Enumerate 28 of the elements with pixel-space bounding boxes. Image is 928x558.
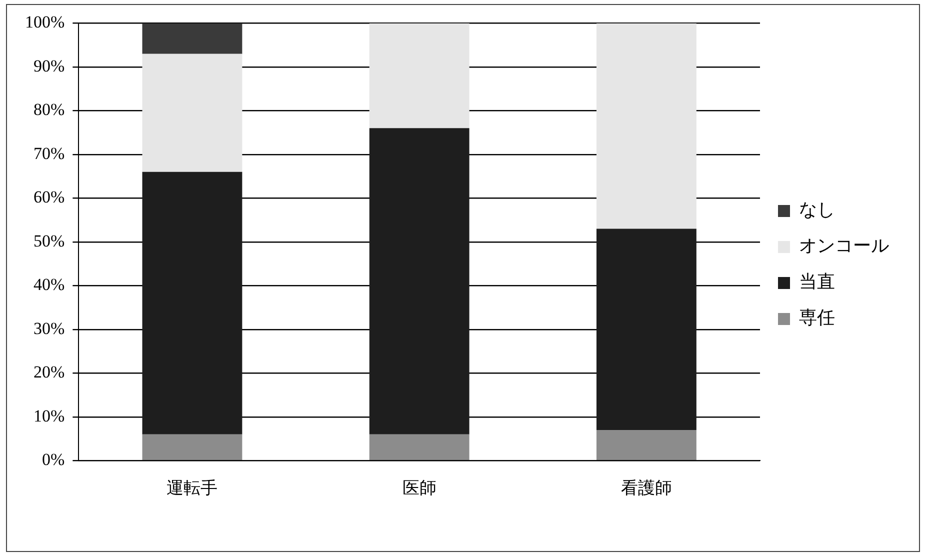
y-tick-label: 100%: [24, 12, 65, 32]
legend-label: オンコール: [799, 236, 889, 256]
y-tick-label: 20%: [33, 362, 65, 382]
bar: [369, 434, 470, 460]
bar: [142, 54, 242, 172]
bar: [142, 434, 242, 460]
x-tick-label: 看護師: [620, 478, 672, 498]
x-tick-label: 運転手: [166, 478, 218, 498]
x-tick-label: 医師: [402, 478, 436, 498]
y-tick-label: 90%: [33, 56, 65, 76]
legend-label: 当直: [799, 272, 835, 292]
y-tick-label: 50%: [33, 231, 65, 250]
y-tick-label: 0%: [42, 450, 65, 470]
legend-label: なし: [799, 200, 835, 220]
bar: [142, 172, 242, 434]
y-tick-label: 60%: [33, 188, 65, 207]
y-tick-label: 80%: [33, 100, 65, 120]
y-tick-label: 70%: [33, 144, 65, 163]
bar: [596, 430, 696, 460]
y-tick-label: 30%: [33, 318, 65, 338]
bar: [369, 128, 470, 434]
y-tick-label: 10%: [33, 406, 65, 426]
y-tick-label: 40%: [33, 275, 65, 294]
bar: [596, 228, 696, 430]
bar: [596, 23, 696, 229]
bar: [142, 23, 242, 54]
legend-label: 専任: [799, 308, 835, 328]
bar: [369, 23, 470, 128]
